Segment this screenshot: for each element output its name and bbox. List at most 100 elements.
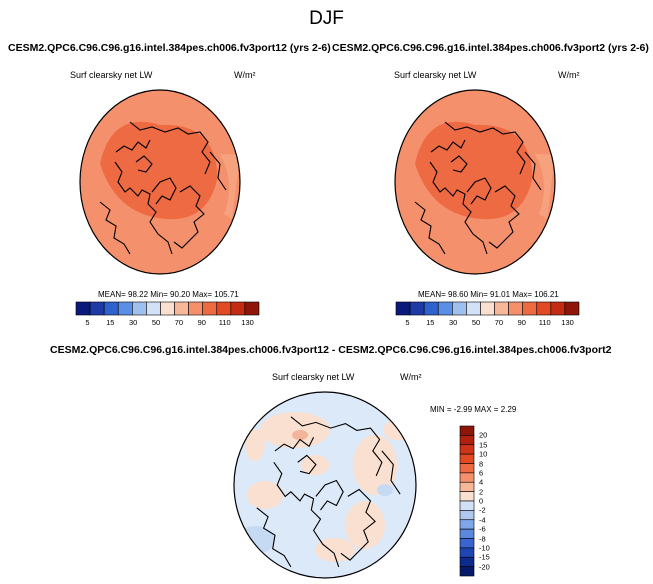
panel-2-coast-6: [450, 155, 468, 173]
diff-units: W/m²: [400, 372, 422, 382]
panel-2-colorbar-swatch-6: [480, 301, 495, 316]
panel-1-colorbar-tick-label: 5: [85, 318, 90, 327]
diff-colorbar-tick-label: -20: [479, 562, 490, 572]
diff-variable: Surf clearsky net LW: [272, 372, 355, 382]
panel-1-coast-2: [115, 139, 151, 153]
diff-colorbar-swatch-6: [459, 481, 475, 492]
panel-2-colorbar-swatch-0: [395, 301, 411, 316]
panel-1-stats: MEAN= 98.22 Min= 90.20 Max= 105.71: [98, 290, 239, 299]
panel-1-colorbar-swatch-4: [132, 301, 147, 316]
panel-2-colorbar-tick-label: 5: [405, 318, 410, 327]
diff-colorbar-tick-label: -8: [479, 534, 486, 543]
panel-2-colorbar-swatch-11: [550, 301, 566, 316]
diff-colorbar-swatch-2: [459, 444, 475, 455]
diff-colorbar-tick-label: 20: [479, 430, 488, 440]
panel-1-colorbar-swatch-1: [89, 301, 105, 316]
diff-colorbar-tick-label: 10: [479, 449, 488, 459]
panel-1-field: [80, 90, 240, 274]
panel-2-colorbar: [395, 301, 580, 316]
panel-2-colorbar-swatch-8: [508, 301, 524, 316]
panel-1-colorbar-swatch-10: [216, 301, 232, 316]
panel-1-variable: Surf clearsky net LW: [70, 70, 153, 80]
panel-2-colorbar-swatch-7: [494, 301, 509, 316]
panel-1-coast-4: [173, 185, 205, 249]
panel-2-coastlines: [414, 121, 542, 255]
diff-colorbar-swatch-0: [459, 425, 475, 436]
panel-1-colorbar-tick-label: 70: [174, 318, 184, 327]
panel-1-coast-5: [99, 201, 131, 255]
diff-colorbar-tick-label: 2: [479, 487, 484, 497]
diff-colorbar-swatch-4: [459, 463, 475, 474]
diff-colorbar-tick-label: 15: [479, 440, 488, 450]
panel-1-coast-0: [129, 121, 211, 175]
diff-colorbar-swatch-14: [459, 556, 475, 567]
diff-colorbar-swatch-13: [459, 547, 475, 558]
panel-2-colorbar-swatch-12: [564, 301, 580, 316]
panel-2-coast-4: [488, 185, 520, 249]
panel-1-colorbar-tick-label: 50: [151, 318, 161, 327]
panel-1-colorbar-swatch-7: [174, 301, 189, 316]
diff-colorbar-tick-label: 6: [479, 468, 484, 478]
panel-2-colorbar-swatch-4: [452, 301, 467, 316]
diff-colorbar-tick-label: 8: [479, 459, 484, 468]
diff-colorbar-swatch-8: [459, 500, 475, 511]
panel-1-colorbar-swatch-12: [244, 301, 260, 316]
diff-coast-1: [273, 461, 340, 568]
panel-1-colorbar-swatch-11: [230, 301, 246, 316]
panel-2-colorbar-swatch-5: [466, 301, 481, 316]
diff-colorbar-tick-label: -10: [479, 543, 490, 553]
diff-colorbar-tick-label: 0: [479, 496, 484, 506]
diff-colorbar: [459, 425, 475, 577]
panel-1-colorbar-swatch-0: [75, 301, 91, 316]
diff-coastlines: [256, 416, 401, 568]
panel-1-colorbar-tick-label: 15: [106, 318, 115, 327]
diff-title: CESM2.QPC6.C96.C96.g16.intel.384pes.ch00…: [50, 344, 612, 356]
diff-colorbar-tick-label: -6: [479, 524, 486, 534]
panel-1-polar-map: [79, 89, 241, 275]
diff-coast-2: [274, 436, 315, 452]
diff-colorbar-swatch-1: [459, 435, 475, 446]
diff-coast-0: [290, 416, 383, 477]
panel-2-colorbar-tick-label: 30: [449, 318, 458, 327]
panel-1-colorbar-tick-label: 110: [218, 318, 231, 327]
panel-2-polar-map: [394, 89, 556, 275]
panel-1-coastlines: [99, 121, 227, 255]
diff-colorbar-tick-label: -2: [479, 505, 486, 515]
panel-2-coast-5: [414, 201, 446, 255]
panel-2-colorbar-swatch-1: [409, 301, 425, 316]
diff-coast-3: [315, 479, 344, 511]
panel-1-colorbar-tick-label: 130: [241, 318, 254, 327]
diff-stats: MIN = -2.99 MAX = 2.29: [430, 405, 517, 414]
panel-2-colorbar-tick-label: 110: [538, 318, 551, 327]
panel-2-variable: Surf clearsky net LW: [394, 70, 477, 80]
panel-2-colorbar-ticks: 5 15 30 50 70 90 110 130: [396, 318, 579, 328]
panel-1-colorbar-tick-label: 30: [129, 318, 138, 327]
panel-2-colorbar-swatch-3: [437, 301, 453, 316]
diff-colorbar-ticks: 20 15 10 8 6 4 2 0 -2 -4 -6 -8 -10 -15 -20: [479, 426, 509, 576]
panel-1-coast-3: [151, 177, 177, 205]
panel-2-colorbar-swatch-9: [522, 301, 538, 316]
diff-colorbar-swatch-12: [459, 538, 475, 549]
panel-1-colorbar-swatch-8: [188, 301, 204, 316]
panel-2-title: CESM2.QPC6.C96.C96.g16.intel.384pes.ch00…: [332, 42, 649, 54]
panel-2-colorbar-swatch-10: [536, 301, 552, 316]
panel-2-colorbar-tick-label: 15: [426, 318, 435, 327]
diff-colorbar-swatch-3: [459, 453, 475, 464]
panel-2-coast-2: [430, 139, 466, 153]
panel-1-colorbar-swatch-6: [160, 301, 175, 316]
diff-colorbar-tick-label: -4: [479, 515, 486, 525]
diff-colorbar-swatch-5: [459, 472, 475, 483]
panel-1-coast-1: [114, 161, 173, 255]
panel-2-units: W/m²: [558, 70, 580, 80]
panel-1-colorbar-tick-label: 90: [197, 318, 206, 327]
panel-2-colorbar-tick-label: 70: [494, 318, 504, 327]
diff-colorbar-swatch-15: [459, 566, 475, 577]
panel-2-map-border: [394, 89, 556, 275]
panel-2-colorbar-tick-label: 90: [517, 318, 526, 327]
panel-2-colorbar-swatch-2: [423, 301, 439, 316]
diff-coast-6: [297, 454, 317, 475]
panel-1-colorbar-swatch-3: [117, 301, 133, 316]
panel-1-colorbar-ticks: 5 15 30 50 70 90 110 130: [76, 318, 259, 328]
panel-1-title: CESM2.QPC6.C96.C96.g16.intel.384pes.ch00…: [8, 42, 331, 54]
panel-2-coast-7: [524, 151, 542, 191]
